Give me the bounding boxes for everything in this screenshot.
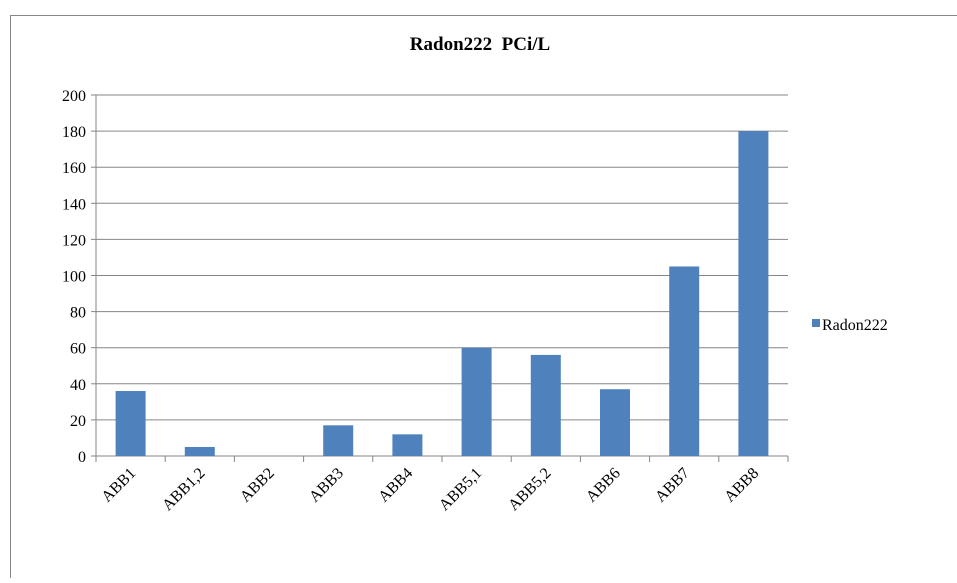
y-tick-label: 80 [70, 305, 86, 322]
chart-title: Radon222 PCi/L [410, 34, 550, 55]
bar [531, 355, 561, 456]
y-tick-label: 60 [70, 341, 86, 358]
bar [738, 131, 768, 456]
legend-swatch [812, 319, 820, 327]
y-tick-label: 160 [62, 160, 86, 177]
bar [669, 266, 699, 456]
bar [323, 425, 353, 456]
y-tick-label: 100 [62, 269, 86, 286]
y-tick-label: 40 [70, 377, 86, 394]
bar [392, 434, 422, 456]
chart-border [11, 16, 957, 579]
bar [462, 348, 492, 456]
y-tick-label: 200 [62, 88, 86, 105]
y-tick-label: 180 [62, 124, 86, 141]
y-tick-label: 20 [70, 413, 86, 430]
legend-label: Radon222 [822, 317, 888, 334]
bar [600, 389, 630, 456]
y-tick-label: 120 [62, 232, 86, 249]
bar [116, 391, 146, 456]
y-tick-label: 0 [78, 449, 86, 466]
y-tick-label: 140 [62, 196, 86, 213]
bar [185, 447, 215, 456]
